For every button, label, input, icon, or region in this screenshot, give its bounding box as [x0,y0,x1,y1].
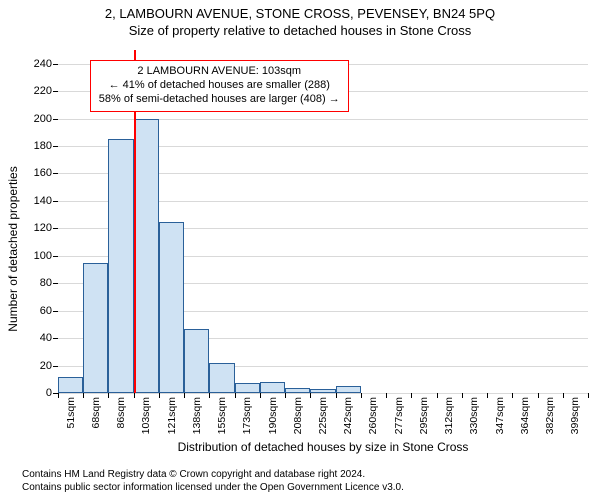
x-tick-label: 295sqm [418,393,430,434]
histogram-bar [159,222,184,394]
x-tick-mark [310,393,311,398]
y-axis-label: Number of detached properties [6,166,20,331]
x-tick-label: 121sqm [166,393,178,434]
x-tick-label: 399sqm [569,393,581,434]
x-tick-label: 312sqm [443,393,455,434]
x-tick-mark [411,393,412,398]
x-tick-mark [285,393,286,398]
licence-line-1: Contains HM Land Registry data © Crown c… [22,468,588,481]
histogram-bar [83,263,108,393]
page-title: 2, LAMBOURN AVENUE, STONE CROSS, PEVENSE… [0,0,600,21]
x-tick-label: 138sqm [191,393,203,434]
annotation-line: ← 41% of detached houses are smaller (28… [99,79,340,93]
x-tick-mark [361,393,362,398]
page-subtitle: Size of property relative to detached ho… [0,21,600,40]
y-tick-label: 140 [34,195,58,207]
x-tick-label: 68sqm [90,393,102,429]
x-tick-label: 277sqm [393,393,405,434]
x-tick-label: 260sqm [367,393,379,434]
x-tick-label: 364sqm [519,393,531,434]
y-tick-label: 0 [46,387,58,399]
y-tick-label: 200 [34,113,58,125]
x-tick-label: 155sqm [216,393,228,434]
y-tick-label: 80 [40,277,58,289]
x-tick-label: 242sqm [342,393,354,434]
histogram-bar [108,139,133,393]
x-tick-label: 347sqm [494,393,506,434]
histogram-bar [235,383,260,393]
annotation-line: 2 LAMBOURN AVENUE: 103sqm [99,65,340,79]
annotation-line: 58% of semi-detached houses are larger (… [99,93,340,107]
chart-container: Number of detached properties 0204060801… [0,42,600,456]
x-tick-mark [108,393,109,398]
y-tick-label: 120 [34,222,58,234]
x-tick-label: 208sqm [292,393,304,434]
x-tick-label: 86sqm [115,393,127,429]
x-tick-mark [235,393,236,398]
x-tick-label: 330sqm [468,393,480,434]
chart-root: { "title": "2, LAMBOURN AVENUE, STONE CR… [0,0,600,500]
licence-line-2: Contains public sector information licen… [22,481,588,494]
histogram-bar [184,329,209,393]
y-tick-label: 220 [34,85,58,97]
x-tick-mark [512,393,513,398]
x-tick-mark [462,393,463,398]
x-tick-mark [336,393,337,398]
y-tick-label: 160 [34,167,58,179]
x-tick-mark [260,393,261,398]
histogram-bar [58,377,83,393]
x-tick-label: 382sqm [544,393,556,434]
y-tick-label: 180 [34,140,58,152]
x-tick-mark [386,393,387,398]
x-tick-label: 225sqm [317,393,329,434]
licence-footer: Contains HM Land Registry data © Crown c… [22,468,588,494]
y-tick-label: 240 [34,58,58,70]
y-tick-label: 20 [40,360,58,372]
histogram-bar [336,386,361,393]
x-tick-label: 190sqm [267,393,279,434]
x-tick-mark [134,393,135,398]
x-tick-label: 173sqm [241,393,253,434]
x-tick-label: 51sqm [65,393,77,429]
y-tick-label: 40 [40,332,58,344]
plot-area: 02040608010012014016018020022024051sqm68… [58,50,588,394]
y-tick-label: 100 [34,250,58,262]
x-axis-label: Distribution of detached houses by size … [58,440,588,454]
y-tick-label: 60 [40,305,58,317]
histogram-bar [260,382,285,393]
x-tick-label: 103sqm [140,393,152,434]
x-tick-mark [588,393,589,398]
x-tick-mark [563,393,564,398]
histogram-bar [134,119,159,393]
annotation-box: 2 LAMBOURN AVENUE: 103sqm← 41% of detach… [90,60,349,111]
x-tick-mark [437,393,438,398]
x-tick-mark [58,393,59,398]
histogram-bar [209,363,234,393]
x-tick-mark [83,393,84,398]
x-tick-mark [184,393,185,398]
x-tick-mark [159,393,160,398]
x-tick-mark [487,393,488,398]
x-tick-mark [209,393,210,398]
x-tick-mark [538,393,539,398]
